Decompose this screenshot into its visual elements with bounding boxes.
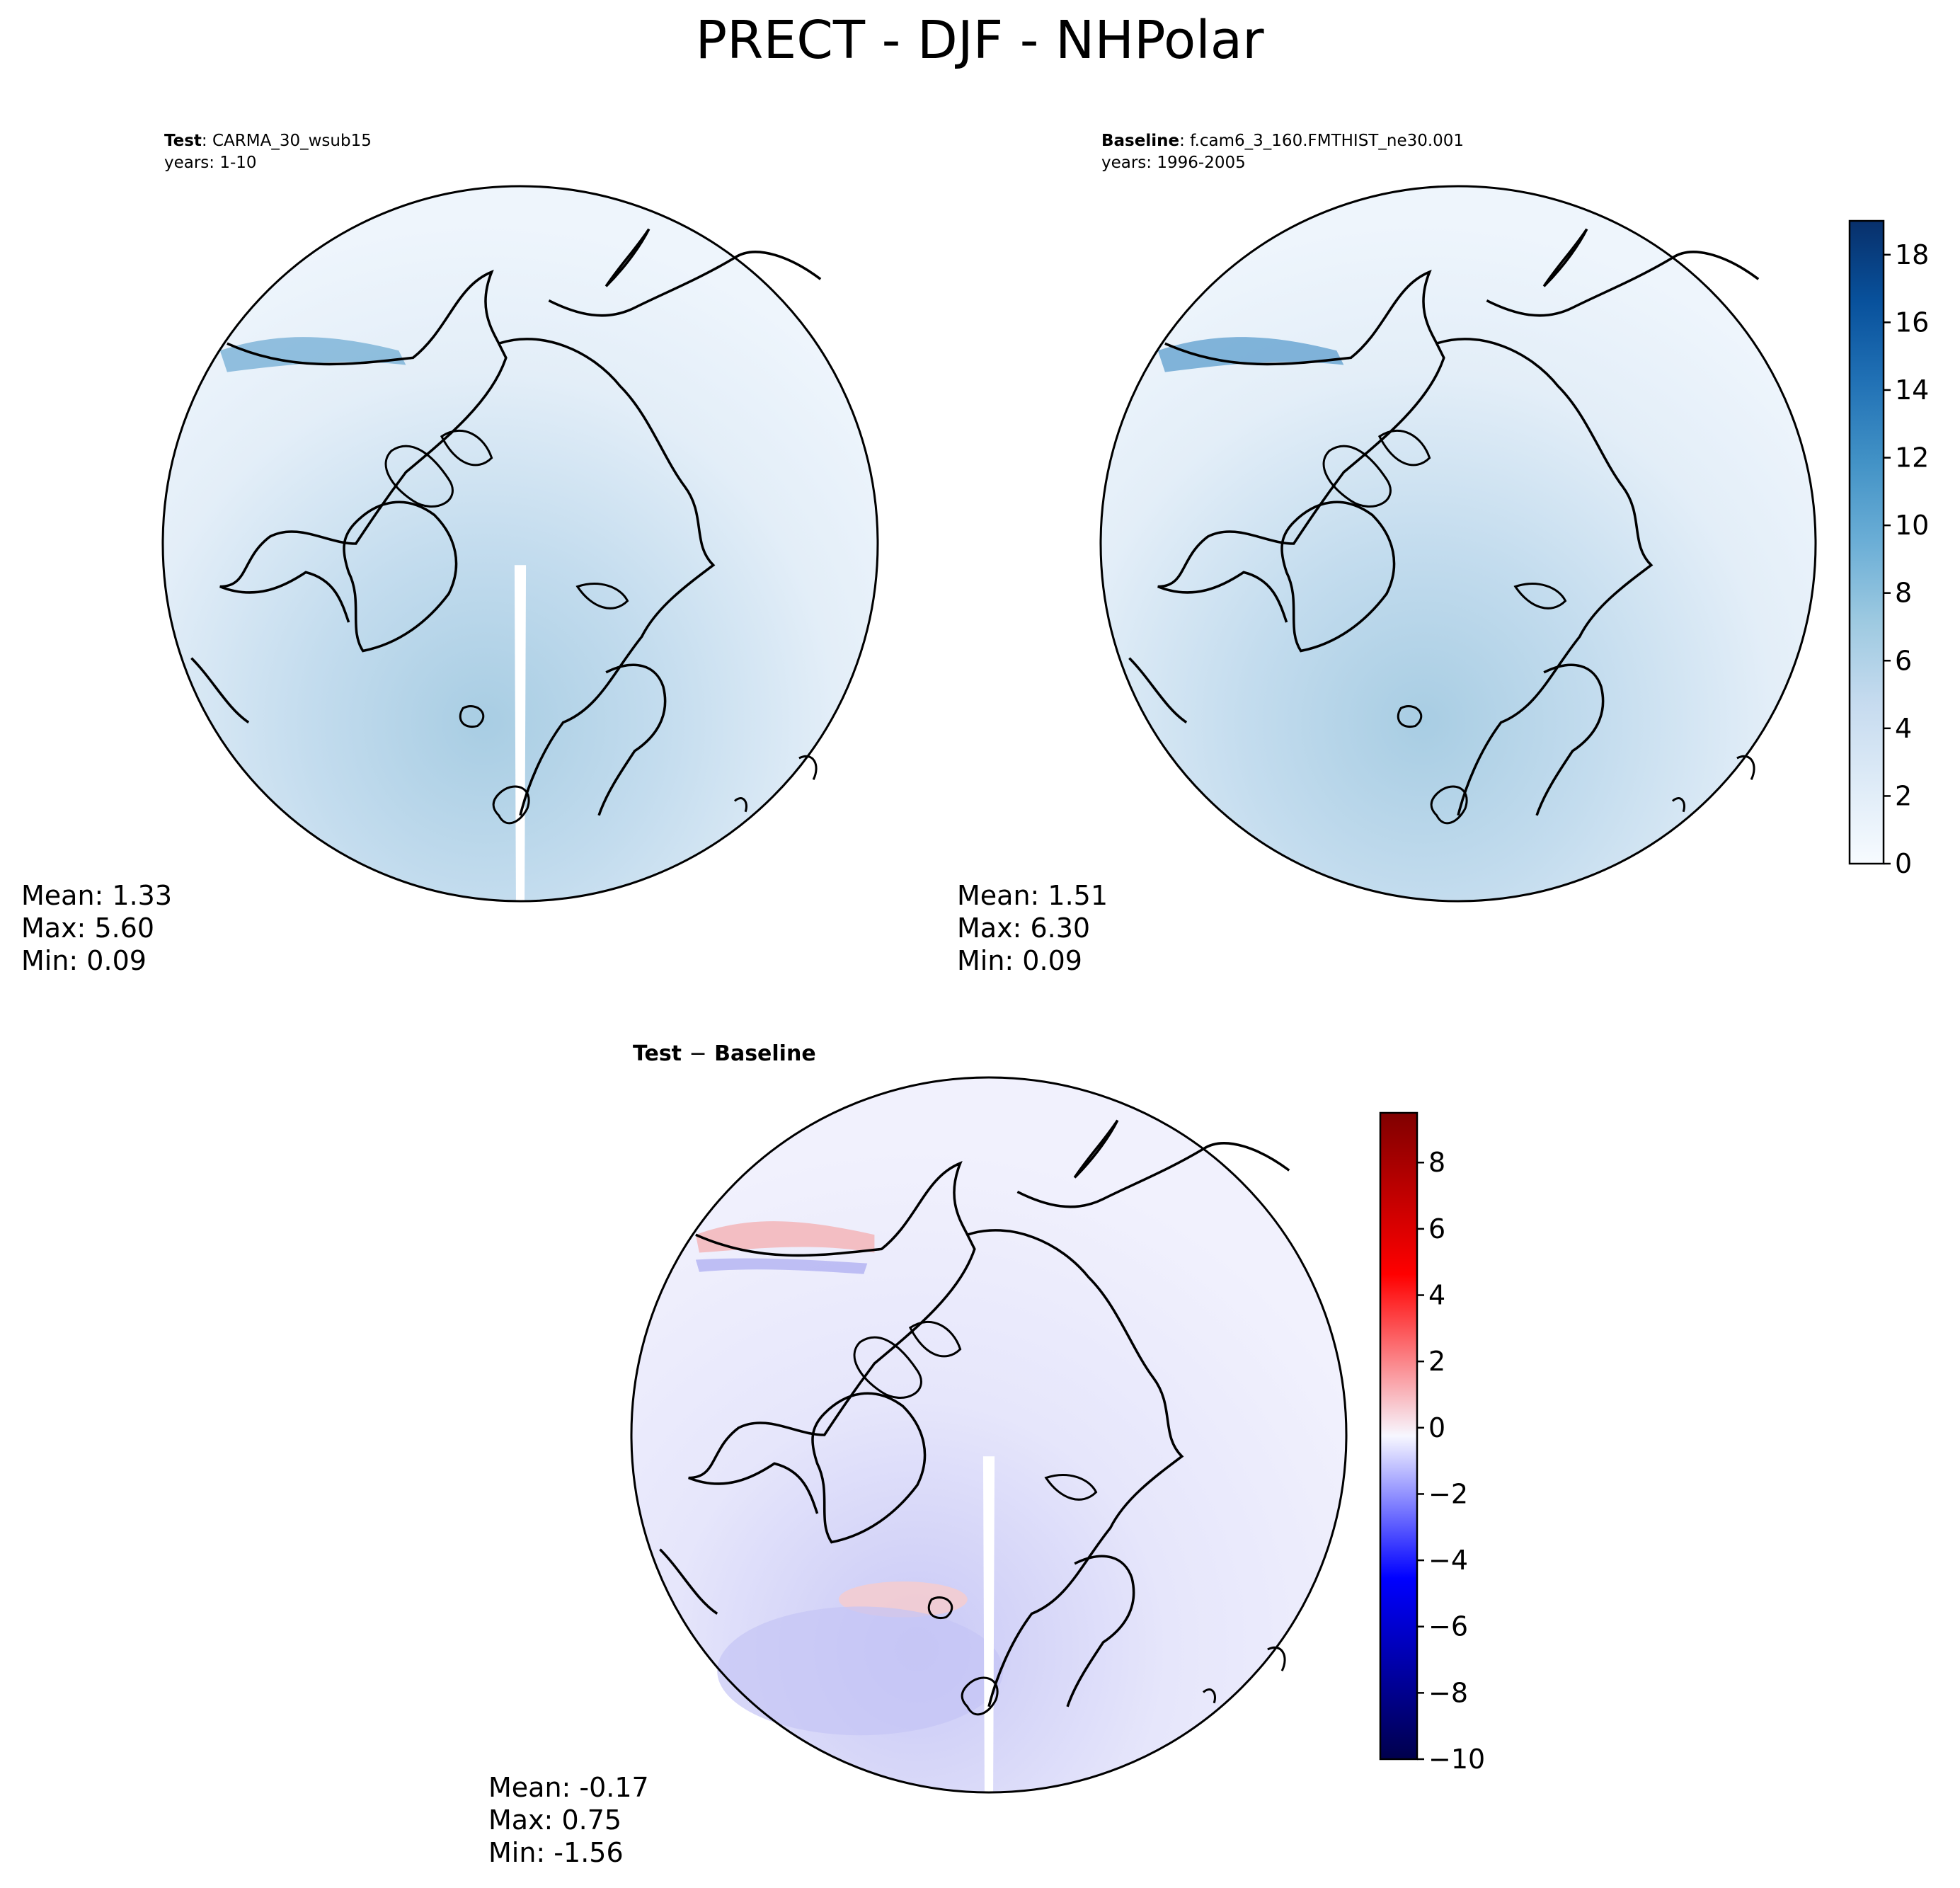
blues-colorbar-tick-label: 6 bbox=[1895, 645, 1912, 676]
baseline-min: Min: 0.09 bbox=[957, 945, 1082, 976]
baseline-title-bold: Baseline bbox=[1101, 132, 1179, 150]
diff-colorbar-fill bbox=[1379, 1111, 1419, 1761]
baseline-title-rest: : f.cam6_3_160.FMTHIST_ne30.001 bbox=[1179, 132, 1464, 150]
diff-colorbar-tick-label: −2 bbox=[1428, 1478, 1468, 1509]
diff-min: Min: -1.56 bbox=[488, 1837, 624, 1868]
diff-title-part2: Baseline bbox=[714, 1041, 816, 1066]
test-map bbox=[161, 185, 879, 903]
diff-colorbar-tick-label: −8 bbox=[1428, 1677, 1468, 1708]
baseline-map-field bbox=[1101, 186, 1816, 901]
diff-map-blue-patch bbox=[717, 1606, 1004, 1736]
blues-colorbar-ticks: 0 2 4 6 8 10 12 14 16 18 bbox=[1884, 239, 1929, 879]
baseline-map-border bbox=[1099, 185, 1817, 903]
test-panel: Test: CARMA_30_wsub15 years: 1-10 Mean: … bbox=[21, 132, 879, 976]
diff-max: Max: 0.75 bbox=[488, 1804, 621, 1836]
blues-colorbar: 0 2 4 6 8 10 12 14 16 18 bbox=[1848, 219, 1929, 879]
baseline-years: years: 1996-2005 bbox=[1101, 154, 1246, 172]
test-years: years: 1-10 bbox=[164, 154, 257, 172]
diff-colorbar-tick-label: −6 bbox=[1428, 1611, 1468, 1642]
baseline-panel: Baseline: f.cam6_3_160.FMTHIST_ne30.001 … bbox=[957, 132, 1929, 976]
diff-colorbar-tick-label: 6 bbox=[1428, 1213, 1445, 1245]
diff-panel: Test − Baseline Mean: -0.17 Max: 0.75 Mi… bbox=[488, 1041, 1485, 1868]
baseline-title: Baseline: f.cam6_3_160.FMTHIST_ne30.001 bbox=[1101, 132, 1464, 150]
blues-colorbar-tick-label: 0 bbox=[1895, 848, 1912, 879]
test-min: Min: 0.09 bbox=[21, 945, 147, 976]
diff-colorbar-ticks: 8 6 4 2 0 −2 −4 −6 −8 −10 bbox=[1417, 1147, 1485, 1775]
blues-colorbar-tick-label: 10 bbox=[1895, 510, 1929, 541]
diff-title: Test − Baseline bbox=[633, 1041, 816, 1066]
blues-colorbar-tick-label: 14 bbox=[1895, 374, 1929, 406]
test-map-border bbox=[161, 185, 879, 903]
blues-colorbar-tick-label: 12 bbox=[1895, 442, 1929, 474]
test-title: Test: CARMA_30_wsub15 bbox=[164, 132, 372, 150]
diff-map-red-band bbox=[695, 1221, 875, 1253]
diff-title-part1: Test bbox=[633, 1041, 682, 1066]
blues-colorbar-tick-label: 4 bbox=[1895, 713, 1912, 744]
blues-colorbar-tick-label: 16 bbox=[1895, 307, 1929, 338]
diff-colorbar-tick-label: −4 bbox=[1428, 1545, 1468, 1576]
baseline-map-storm-track bbox=[1157, 337, 1344, 372]
baseline-max: Max: 6.30 bbox=[957, 912, 1090, 944]
diff-colorbar-tick-label: 0 bbox=[1428, 1412, 1445, 1443]
diff-map bbox=[630, 1076, 1348, 1794]
diff-colorbar-tick-label: 2 bbox=[1428, 1346, 1445, 1377]
test-max: Max: 5.60 bbox=[21, 912, 154, 944]
blues-colorbar-tick-label: 18 bbox=[1895, 239, 1929, 270]
test-title-bold: Test bbox=[164, 132, 202, 150]
diff-colorbar-tick-label: −10 bbox=[1428, 1744, 1485, 1775]
test-mean: Mean: 1.33 bbox=[21, 880, 172, 911]
diff-map-seam bbox=[982, 1456, 995, 1792]
diff-colorbar: 8 6 4 2 0 −2 −4 −6 −8 −10 bbox=[1379, 1111, 1485, 1775]
diff-colorbar-tick-label: 8 bbox=[1428, 1147, 1445, 1178]
baseline-map bbox=[1099, 185, 1817, 903]
test-map-storm-track bbox=[219, 337, 406, 372]
figure-title: PRECT - DJF - NHPolar bbox=[695, 10, 1264, 71]
diff-map-blue-band bbox=[695, 1258, 868, 1274]
diff-mean: Mean: -0.17 bbox=[488, 1772, 649, 1803]
blues-colorbar-tick-label: 8 bbox=[1895, 578, 1912, 609]
test-title-rest: : CARMA_30_wsub15 bbox=[202, 132, 372, 150]
diff-title-minus: − bbox=[689, 1041, 706, 1066]
blues-colorbar-fill bbox=[1848, 219, 1885, 865]
diff-colorbar-tick-label: 4 bbox=[1428, 1280, 1445, 1311]
baseline-mean: Mean: 1.51 bbox=[957, 880, 1108, 911]
test-map-seam bbox=[514, 565, 527, 901]
diff-map-border bbox=[630, 1076, 1348, 1794]
blues-colorbar-tick-label: 2 bbox=[1895, 780, 1912, 811]
